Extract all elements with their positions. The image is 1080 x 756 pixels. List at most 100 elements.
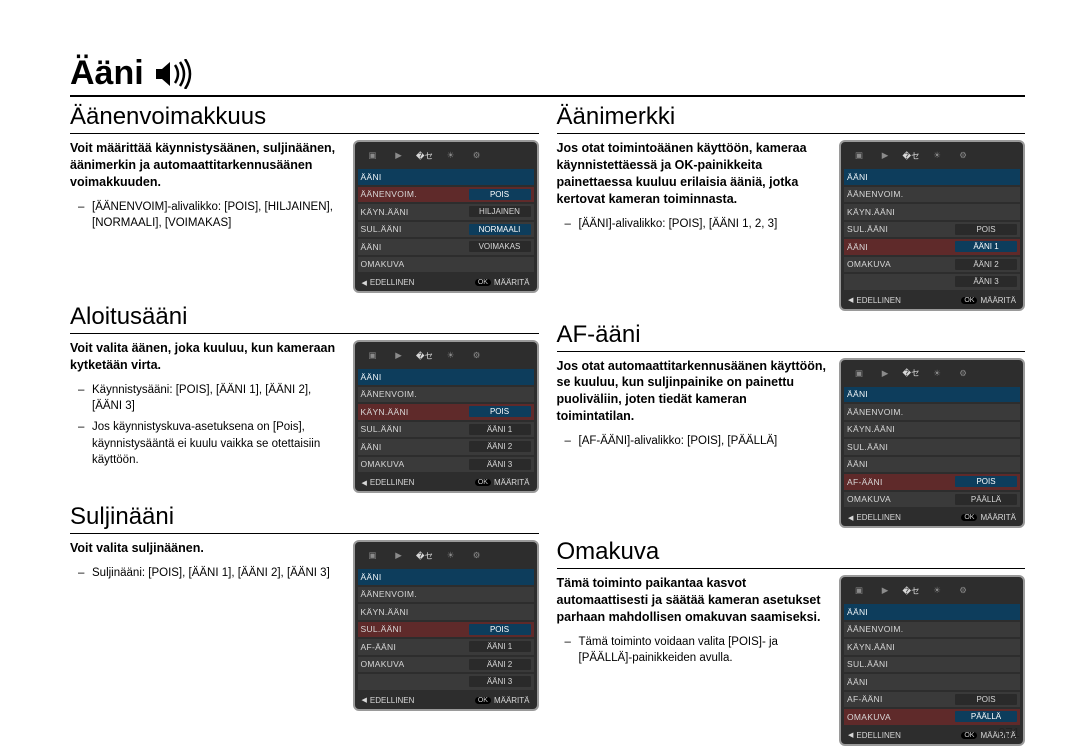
section-start: Aloitusääni Voit valita äänen, joka kuul… [70, 303, 539, 493]
menu-item: ÄÄNI [847, 677, 951, 687]
opt: ÄÄNI 3 [955, 276, 1017, 287]
menu-item: KÄYN.ÄÄNI [847, 424, 951, 434]
lcd-beep: ▣▶�セ☀⚙ ÄÄNI ÄÄNENVOIM. KÄYN.ÄÄNI SUL.ÄÄN… [839, 140, 1025, 311]
heading-self: Omakuva [557, 538, 1026, 569]
menu-item: SUL.ÄÄNI [847, 224, 951, 234]
section-shutter: Suljinääni Voit valita suljinäänen. Sulj… [70, 503, 539, 711]
menu-item: ÄÄNENVOIM. [361, 189, 465, 199]
opt: ÄÄNI 2 [469, 659, 531, 670]
section-af: AF-ääni Jos otat automaattitarkennusääne… [557, 321, 1026, 529]
bullet: Jos käynnistyskuva-asetuksena on [Pois],… [92, 419, 341, 469]
settings-icon: ⚙ [466, 148, 488, 163]
menu-item: OMAKUVA [847, 712, 951, 722]
desc-beep: Jos otat toimintoäänen käyttöön, kameraa… [557, 140, 828, 208]
lcd-start: ▣▶�セ☀⚙ ÄÄNI ÄÄNENVOIM. KÄYN.ÄÄNIPOIS SUL… [353, 340, 539, 493]
menu-item: ÄÄNI [847, 242, 951, 252]
opt: POIS [469, 189, 531, 200]
display-icon: ☀ [440, 148, 462, 163]
opt: PÄÄLLÄ [955, 711, 1017, 722]
menu-item: OMAKUVA [847, 259, 951, 269]
heading-start: Aloitusääni [70, 303, 539, 334]
lcd-header: ÄÄNI [361, 172, 531, 182]
opt: POIS [469, 624, 531, 635]
page-title: Ääni [70, 54, 1025, 97]
bullet: Käynnistysääni: [POIS], [ÄÄNI 1], [ÄÄNI … [92, 382, 341, 415]
menu-item: ÄÄNENVOIM. [847, 189, 951, 199]
menu-item: OMAKUVA [361, 259, 465, 269]
heading-volume: Äänenvoimakkuus [70, 103, 539, 134]
opt: ÄÄNI 2 [469, 441, 531, 452]
menu-item: KÄYN.ÄÄNI [361, 607, 465, 617]
menu-item: AF-ÄÄNI [847, 694, 951, 704]
menu-item: KÄYN.ÄÄNI [361, 207, 465, 217]
opt: NORMAALI [469, 224, 531, 235]
menu-item: ÄÄNI [361, 442, 465, 452]
page-number: 071 [998, 725, 1020, 740]
lcd-footer: ◀EDELLINEN OKMÄÄRITÄ [358, 275, 534, 288]
opt: POIS [955, 476, 1017, 487]
menu-item: AF-ÄÄNI [847, 477, 951, 487]
desc-start: Voit valita äänen, joka kuuluu, kun kame… [70, 340, 341, 374]
menu-item: ÄÄNI [361, 242, 465, 252]
menu-item: AF-ÄÄNI [361, 642, 465, 652]
menu-item: KÄYN.ÄÄNI [361, 407, 465, 417]
opt: PÄÄLLÄ [955, 494, 1017, 505]
menu-item: ÄÄNENVOIM. [361, 589, 465, 599]
opt: ÄÄNI 1 [469, 641, 531, 652]
bullet: [ÄÄNI]-alivalikko: [POIS], [ÄÄNI 1, 2, 3… [579, 216, 828, 233]
lcd-volume: ▣ ▶ �セ ☀ ⚙ ÄÄNI ÄÄNENVOIM. POIS KÄYN.ÄÄNI… [353, 140, 539, 293]
lcd-header: ÄÄNI [847, 607, 1017, 617]
opt [469, 263, 531, 265]
lcd-header: ÄÄNI [847, 172, 1017, 182]
menu-item: ÄÄNENVOIM. [847, 624, 951, 634]
opt: ÄÄNI 3 [469, 459, 531, 470]
bullet: Tämä toiminto voidaan valita [POIS]- ja … [579, 634, 828, 667]
lcd-af: ▣▶�セ☀⚙ ÄÄNI ÄÄNENVOIM. KÄYN.ÄÄNI SUL.ÄÄN… [839, 358, 1025, 529]
section-self: Omakuva Tämä toiminto paikantaa kasvot a… [557, 538, 1026, 746]
menu-item: ÄÄNENVOIM. [847, 407, 951, 417]
menu-item: KÄYN.ÄÄNI [847, 642, 951, 652]
opt: ÄÄNI 2 [955, 259, 1017, 270]
desc-af: Jos otat automaattitarkennusäänen käyttö… [557, 358, 828, 426]
menu-item: OMAKUVA [847, 494, 951, 504]
menu-item: SUL.ÄÄNI [847, 659, 951, 669]
section-volume: Äänenvoimakkuus Voit määrittää käynnisty… [70, 103, 539, 293]
menu-item: SUL.ÄÄNI [361, 424, 465, 434]
menu-item: ÄÄNENVOIM. [361, 389, 465, 399]
heading-beep: Äänimerkki [557, 103, 1026, 134]
opt: HILJAINEN [469, 206, 531, 217]
title-text: Ääni [70, 54, 144, 93]
opt: ÄÄNI 1 [469, 424, 531, 435]
lcd-shutter: ▣▶�セ☀⚙ ÄÄNI ÄÄNENVOIM. KÄYN.ÄÄNI SUL.ÄÄN… [353, 540, 539, 711]
lcd-header: ÄÄNI [361, 372, 531, 382]
desc-volume: Voit määrittää käynnistysäänen, suljinää… [70, 140, 341, 191]
speaker-icon [154, 59, 198, 89]
sound-icon: �セ [414, 148, 436, 163]
heading-af: AF-ääni [557, 321, 1026, 352]
menu-item: OMAKUVA [361, 459, 465, 469]
opt: ÄÄNI 1 [955, 241, 1017, 252]
menu-item: SUL.ÄÄNI [361, 624, 465, 634]
menu-item: KÄYN.ÄÄNI [847, 207, 951, 217]
camera-icon: ▣ [362, 148, 384, 163]
bullet: [ÄÄNENVOIM]-alivalikko: [POIS], [HILJAIN… [92, 199, 341, 232]
lcd-self: ▣▶�セ☀⚙ ÄÄNI ÄÄNENVOIM. KÄYN.ÄÄNI SUL.ÄÄN… [839, 575, 1025, 746]
bullet: Suljinääni: [POIS], [ÄÄNI 1], [ÄÄNI 2], … [92, 565, 341, 582]
desc-self: Tämä toiminto paikantaa kasvot automaatt… [557, 575, 828, 626]
menu-item: ÄÄNI [847, 459, 951, 469]
opt: POIS [469, 406, 531, 417]
opt: POIS [955, 224, 1017, 235]
menu-item: OMAKUVA [361, 659, 465, 669]
opt: ÄÄNI 3 [469, 676, 531, 687]
opt: POIS [955, 694, 1017, 705]
desc-shutter: Voit valita suljinäänen. [70, 540, 341, 557]
heading-shutter: Suljinääni [70, 503, 539, 534]
lcd-header: ÄÄNI [847, 389, 1017, 399]
menu-item: SUL.ÄÄNI [361, 224, 465, 234]
lcd-tabs: ▣ ▶ �セ ☀ ⚙ [358, 146, 534, 167]
bullet: [AF-ÄÄNI]-alivalikko: [POIS], [PÄÄLLÄ] [579, 433, 828, 450]
section-beep: Äänimerkki Jos otat toimintoäänen käyttö… [557, 103, 1026, 311]
opt: VOIMAKAS [469, 241, 531, 252]
menu-item: SUL.ÄÄNI [847, 442, 951, 452]
play-icon: ▶ [388, 148, 410, 163]
